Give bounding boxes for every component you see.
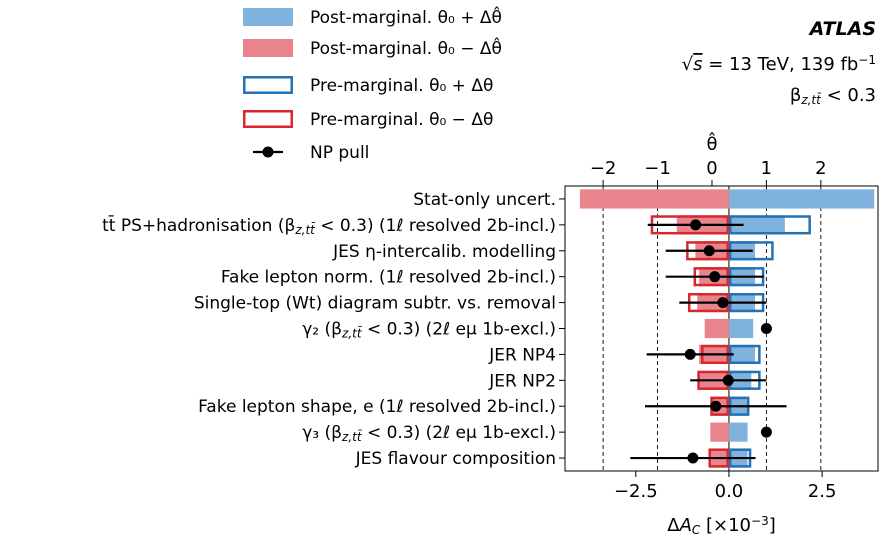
atlas-label-block: ATLAS √s = 13 TeV, 139 fb−1 βz,tt̄ < 0.3 xyxy=(682,18,876,107)
category-label: Fake lepton norm. (1ℓ resolved 2b-incl.) xyxy=(221,268,556,288)
axes-layer: −2.5 0.0 2.5 ΔAC [×10−3] −2 −1 0 1 2 θ̂ xyxy=(559,132,836,537)
pull-point xyxy=(709,271,721,283)
bottom-tick-label: −2.5 xyxy=(614,481,658,502)
legend-swatch-pre_up xyxy=(243,76,293,94)
pull-point xyxy=(760,426,772,438)
category-label: Fake lepton shape, e (1ℓ resolved 2b-inc… xyxy=(198,397,556,417)
legend-label: Pre-marginal. θ₀ − Δθ xyxy=(310,110,493,130)
legend-swatch-pre_down xyxy=(243,110,293,128)
bar-post_down xyxy=(710,422,729,442)
category-label: tt̄ PS+hadronisation (βz,tt̄ < 0.3) (1ℓ … xyxy=(102,214,556,237)
top-tick-label: 2 xyxy=(815,158,826,179)
category-label: γ₂ (βz,tt̄ < 0.3) (2ℓ eμ 1b-excl.) xyxy=(302,320,556,341)
category-label: JES η-intercalib. modelling xyxy=(332,242,556,262)
top-tick-label: −1 xyxy=(644,158,671,179)
category-label: JES flavour composition xyxy=(355,449,556,469)
legend-swatch-pull-point xyxy=(262,146,274,158)
pull-point xyxy=(687,452,699,464)
pull-point xyxy=(710,400,722,412)
energy-label: √s = 13 TeV, 139 fb−1 xyxy=(682,53,876,75)
selection-label: βz,tt̄ < 0.3 xyxy=(790,85,876,107)
x-axis-label: ΔAC [×10−3] xyxy=(667,514,776,537)
legend-label: Pre-marginal. θ₀ + Δθ xyxy=(310,76,493,96)
top-tick-label: −2 xyxy=(590,158,617,179)
bar-post_up xyxy=(728,215,785,235)
pull-point xyxy=(760,323,772,334)
bars-layer xyxy=(579,189,875,468)
atlas-label: ATLAS xyxy=(808,18,876,40)
pull-point xyxy=(690,219,702,231)
bottom-tick-label: 2.5 xyxy=(808,481,837,502)
bar-post_up xyxy=(728,344,756,364)
legend-swatch-post_up xyxy=(243,8,293,26)
category-labels: Stat-only uncert. tt̄ PS+hadronisation (β… xyxy=(102,190,556,469)
category-label: Single-top (Wt) diagram subtr. vs. remov… xyxy=(194,294,556,314)
pulls-layer xyxy=(630,219,787,464)
bottom-tick-label: 0.0 xyxy=(715,481,744,502)
legend-label: NP pull xyxy=(310,143,369,163)
pull-point xyxy=(684,348,696,360)
category-label: JER NP2 xyxy=(488,371,556,391)
bar-post_up xyxy=(728,189,875,209)
top-tick-label: 1 xyxy=(761,158,772,179)
top-tick-label: 0 xyxy=(706,158,717,179)
bar-post_up xyxy=(728,422,748,442)
legend-label: Post-marginal. θ₀ − Δθ̂ xyxy=(310,36,502,59)
bar-post_down xyxy=(704,318,729,339)
bar-post_down xyxy=(579,189,729,209)
category-label: JER NP4 xyxy=(488,345,556,365)
pull-point xyxy=(722,374,734,386)
pull-point xyxy=(703,245,715,257)
legend: Post-marginal. θ₀ + Δθ̂ Post-marginal. θ₀… xyxy=(243,5,502,163)
category-label: γ₃ (βz,tt̄ < 0.3) (2ℓ eμ 1b-excl.) xyxy=(302,423,556,444)
pull-point xyxy=(717,297,729,309)
legend-swatch-post_down xyxy=(243,39,293,57)
category-label: Stat-only uncert. xyxy=(413,190,556,210)
bar-post_up xyxy=(728,318,754,339)
top-axis-label: θ̂ xyxy=(706,132,717,155)
legend-label: Post-marginal. θ₀ + Δθ̂ xyxy=(310,5,502,28)
